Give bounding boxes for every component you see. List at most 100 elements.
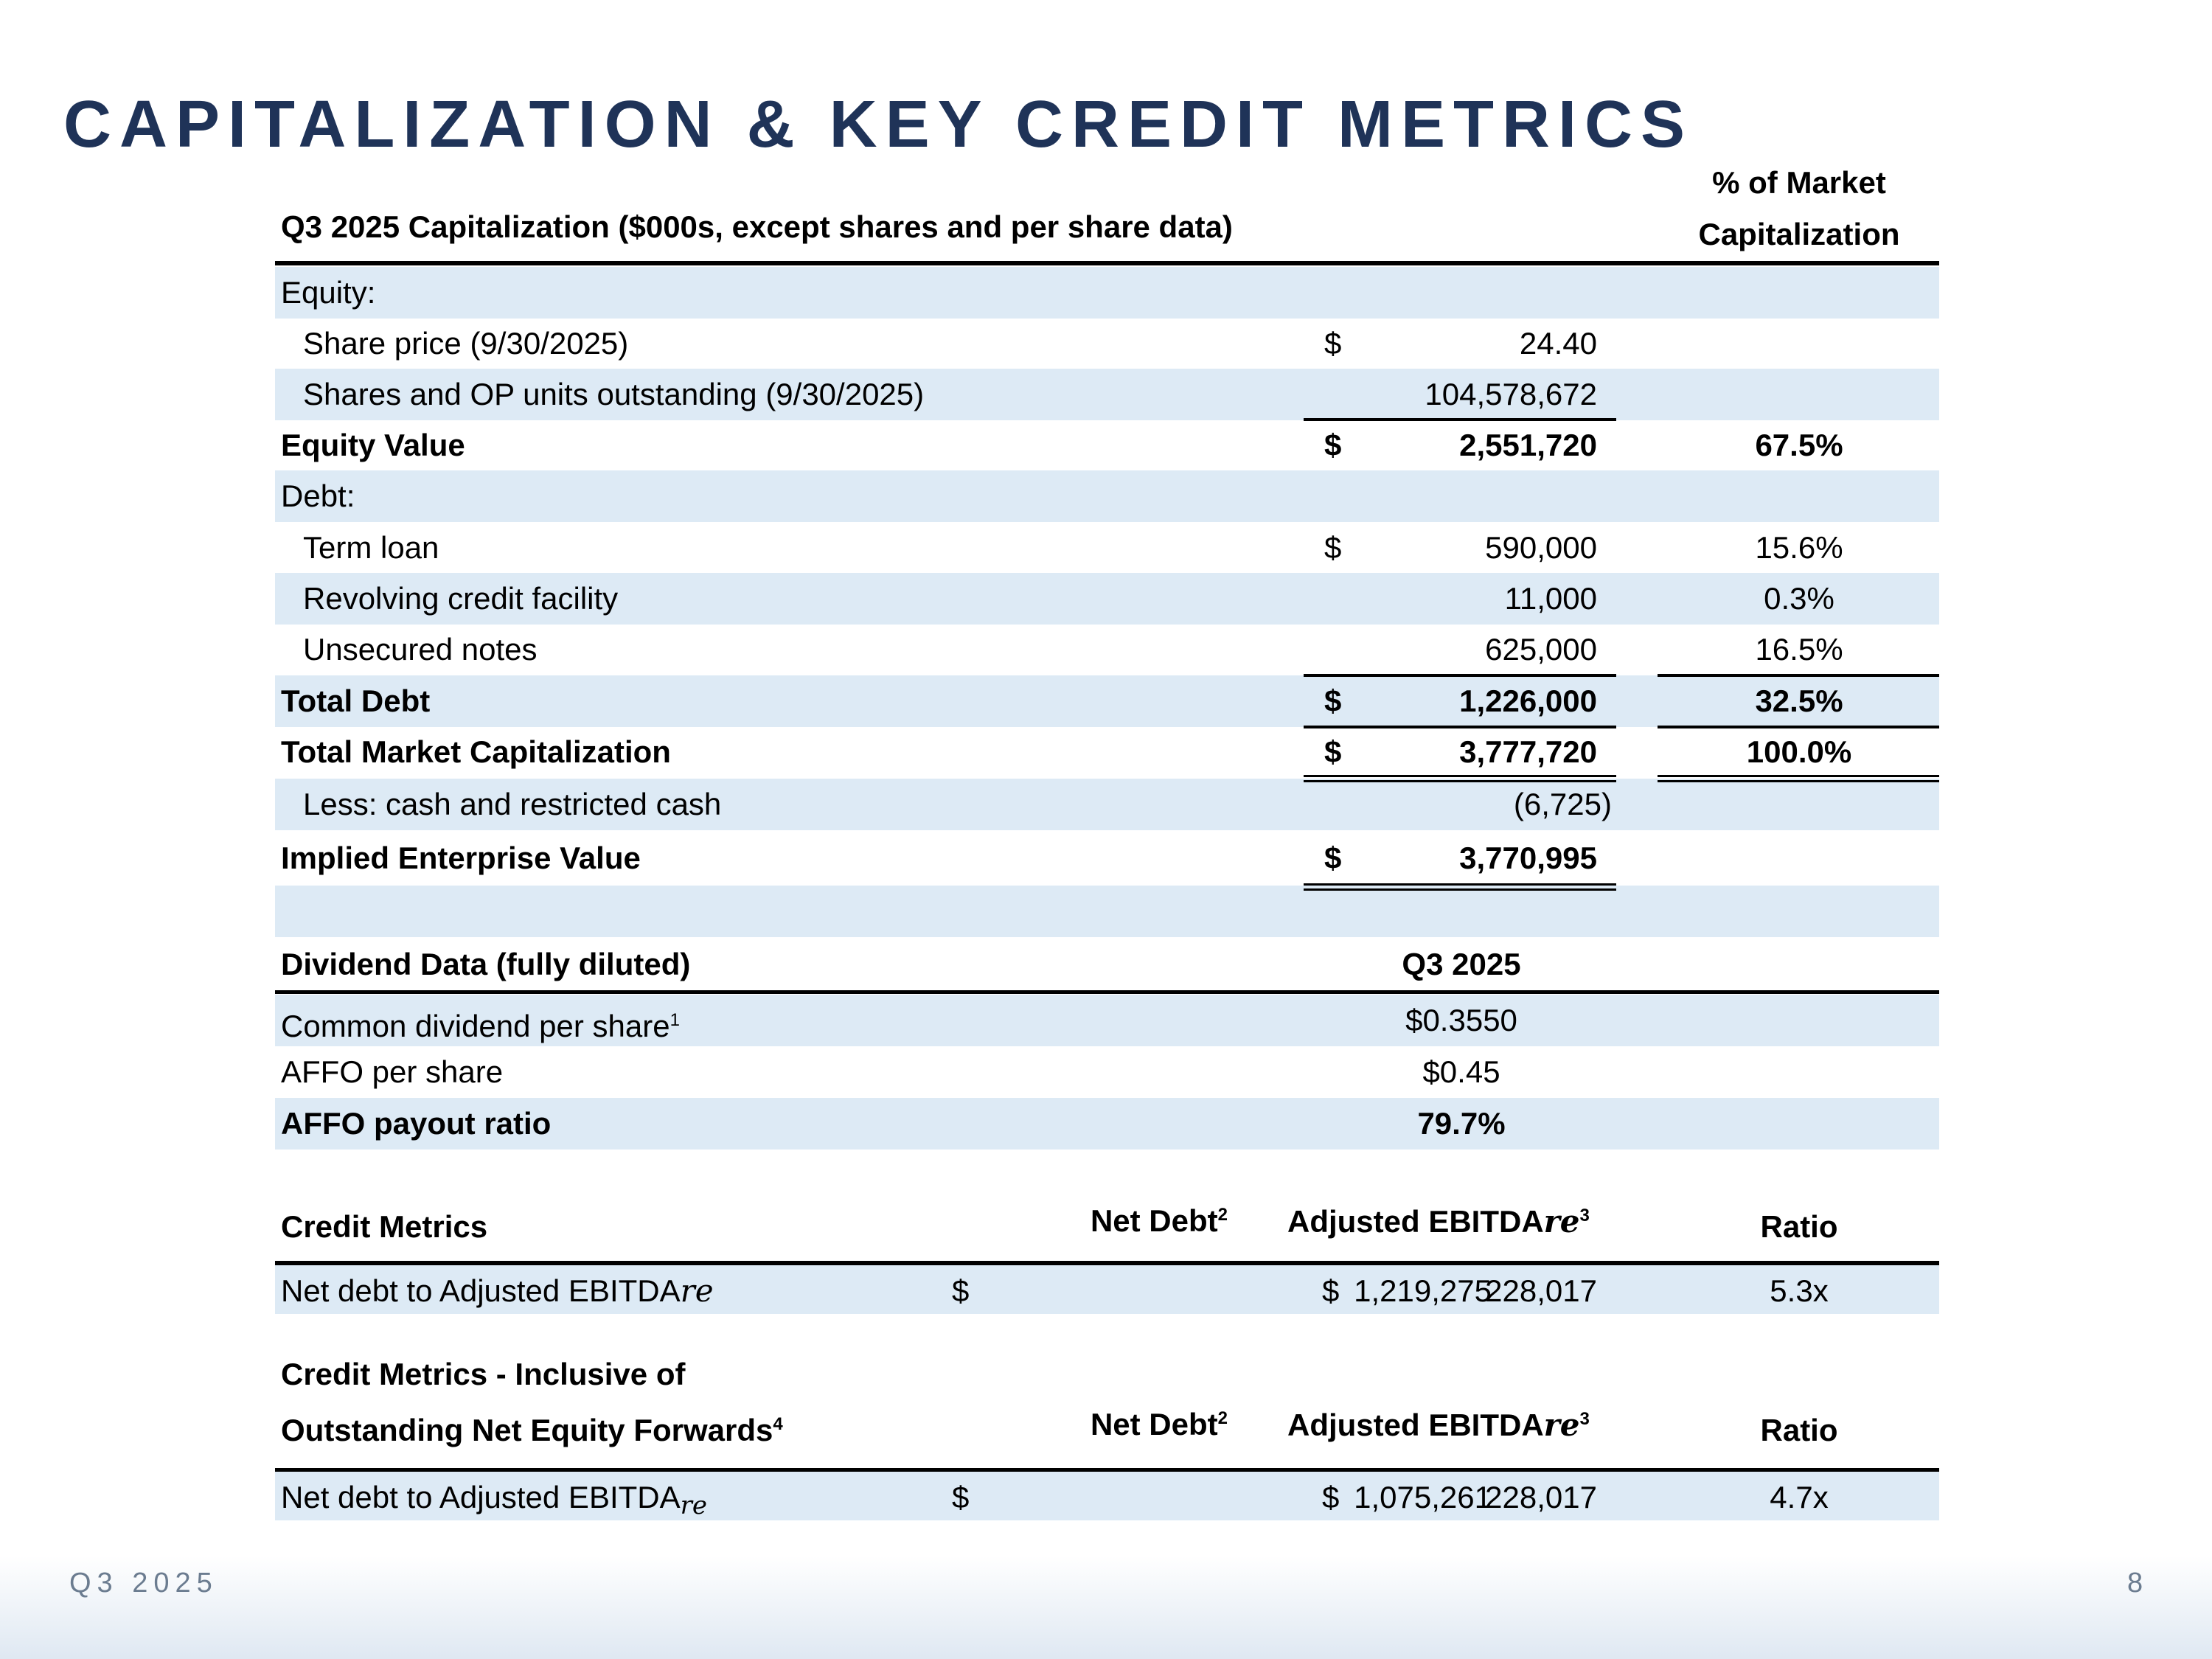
table-row: AFFO payout ratio 79.7% [275,1098,1939,1150]
row-value: 104,578,672 [1425,377,1597,411]
footer-band [0,1556,2212,1659]
row-value: $0.3550 [1405,1003,1517,1037]
row-value: 79.7% [1417,1106,1506,1141]
table-row: Implied Enterprise Value $3,770,995 [275,832,1939,884]
footnote-marker: 1 [669,1010,680,1030]
pct-header-line1: % of Market [1712,165,1886,200]
dollar-sign: $ [1322,1480,1340,1514]
total-rule [1304,418,1616,421]
footnote-marker: 3 [1579,1206,1590,1225]
row-percent: 0.3% [1764,581,1834,616]
row-value: 590,000 [1485,530,1597,565]
table-row: Equity: [275,267,1939,319]
dollar-sign: $ [952,1273,970,1308]
ratio-header: Ratio [1760,1209,1838,1244]
ebitda-suffix: re [1543,1407,1580,1443]
total-rule [1304,888,1616,891]
row-label: Shares and OP units outstanding (9/30/20… [303,377,925,411]
row-label: Debt: [281,479,355,513]
row-label: Common dividend per share1 [281,1009,680,1043]
table-row: Revolving credit facility 11,000 0.3% [275,573,1939,625]
table-row: Term loan $590,000 15.6% [275,522,1939,574]
table-row: Share price (9/30/2025) $24.40 [275,318,1939,369]
total-rule [1658,775,1939,777]
footnote-marker: 3 [1579,1409,1590,1429]
total-rule [1304,780,1616,782]
header-rule [275,261,1939,265]
total-rule [1304,775,1616,777]
dollar-sign: $ [1324,841,1342,875]
dollar-sign: $ [1324,326,1342,361]
credit-header-line2: Outstanding Net Equity Forwards4 [281,1413,783,1447]
row-percent: 15.6% [1755,530,1843,565]
ebitda-suffix: re [1543,1203,1580,1239]
row-value: 2,551,720 [1459,428,1597,462]
dollar-sign: $ [1324,530,1342,565]
table-row: AFFO per share $0.45 [275,1046,1939,1098]
net-debt-value: 1,075,261 [1354,1480,1492,1514]
row-value: (6,725) [1513,787,1612,821]
row-label: Equity Value [281,428,465,462]
dividend-rule [275,990,1939,994]
dollar-sign: $ [1324,734,1342,769]
dividend-period-header: Q3 2025 [1402,947,1521,981]
row-percent: 67.5% [1755,428,1843,462]
credit-header: Credit Metrics [281,1209,488,1244]
page-number: 8 [2127,1568,2149,1599]
cap-table-header: Q3 2025 Capitalization ($000s, except sh… [281,209,1233,244]
table-row [275,886,1939,937]
row-value: 625,000 [1485,632,1597,667]
ebitda-header: Adjusted EBITDAre3 [1287,1203,1590,1239]
credit-rule [275,1261,1939,1265]
footer-period: Q3 2025 [69,1568,218,1599]
credit-header: Credit Metrics - Inclusive of [281,1357,686,1391]
dollar-sign: $ [1322,1273,1340,1308]
table-row: Common dividend per share1 $0.3550 [275,995,1939,1046]
row-value: $0.45 [1422,1054,1500,1089]
table-row: Shares and OP units outstanding (9/30/20… [275,369,1939,420]
ratio-header: Ratio [1760,1413,1838,1447]
row-label: Share price (9/30/2025) [303,326,629,361]
row-value: 3,770,995 [1459,841,1597,875]
total-rule [1658,674,1939,677]
row-label: Unsecured notes [303,632,538,667]
ebitda-value: 228,017 [1485,1273,1597,1308]
footnote-marker: 2 [1217,1205,1228,1225]
footnote-marker: 2 [1217,1408,1228,1428]
row-label: AFFO payout ratio [281,1106,552,1141]
total-rule [1304,726,1616,728]
table-row: Net debt to Adjusted EBITDAre $1,075,261 $… [275,1472,1939,1520]
page-title: CAPITALIZATION & KEY CREDIT METRICS [63,88,1694,161]
row-label: Total Market Capitalization [281,734,671,769]
net-debt-header: Net Debt2 [1090,1203,1228,1238]
ebitda-value: 228,017 [1485,1480,1597,1514]
net-debt-value: 1,219,275 [1354,1273,1492,1308]
ratio-value: 4.7x [1770,1480,1829,1514]
ebitda-suffix: re [680,1491,708,1520]
table-row: Unsecured notes 625,000 16.5% [275,624,1939,675]
row-percent: 16.5% [1755,632,1843,667]
row-value: 11,000 [1504,581,1597,616]
total-rule [1658,726,1939,728]
ratio-value: 5.3x [1770,1273,1829,1308]
ebitda-header: Adjusted EBITDAre3 [1287,1407,1590,1443]
row-value: 1,226,000 [1459,684,1597,718]
net-debt-header: Net Debt2 [1090,1407,1228,1441]
pct-header-line2: Capitalization [1698,217,1900,251]
row-value: 24.40 [1519,326,1597,361]
row-label: Implied Enterprise Value [281,841,641,875]
total-rule [1304,674,1616,677]
dividend-header: Dividend Data (fully diluted) [281,947,691,981]
row-label: Net debt to Adjusted EBITDAre [281,1273,714,1309]
dollar-sign: $ [1324,684,1342,718]
table-row: Equity Value $2,551,720 67.5% [275,420,1939,471]
total-rule [1658,780,1939,782]
ebitda-suffix: re [680,1273,714,1309]
row-value: 3,777,720 [1459,734,1597,769]
row-label: Revolving credit facility [303,581,619,616]
dollar-sign: $ [952,1480,970,1514]
row-label: Net debt to Adjusted EBITDAre [281,1480,708,1520]
row-label: AFFO per share [281,1054,504,1089]
table-row: Total Market Capitalization $3,777,720 100… [275,726,1939,778]
table-row: Debt: [275,470,1939,522]
